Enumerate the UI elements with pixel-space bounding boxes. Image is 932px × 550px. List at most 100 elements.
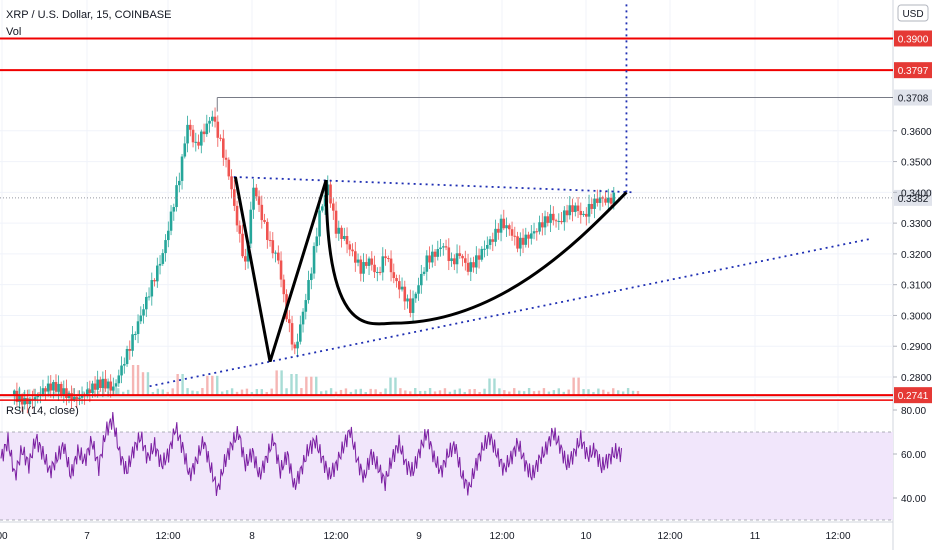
candle-body [378, 271, 382, 273]
candle-body [524, 234, 528, 245]
rsi-title: RSI (14, close) [6, 405, 79, 417]
candle-body [312, 246, 316, 274]
candle-body [321, 206, 324, 211]
volume-bar [527, 388, 531, 395]
candle-body [65, 388, 68, 399]
candle-body [288, 319, 291, 324]
volume-bar [82, 391, 85, 395]
candle-body [431, 251, 434, 263]
candle-body [216, 121, 220, 138]
candle-body [106, 381, 110, 389]
volume-bar [52, 391, 56, 395]
volume-bar [171, 388, 174, 395]
candle-body [59, 383, 63, 395]
candle-body [120, 365, 123, 376]
candle-body [565, 210, 569, 216]
volume-bar [97, 390, 100, 395]
candle-body [200, 131, 203, 146]
candle-body [351, 249, 354, 252]
candle-body [497, 228, 500, 233]
volume-bar [334, 391, 338, 395]
level-badge [894, 30, 932, 47]
volume-bar [310, 376, 313, 395]
volume-bar [532, 391, 536, 395]
volume-bar [369, 388, 372, 395]
level-badge [894, 89, 932, 106]
level-label: 0.3382 [898, 194, 929, 205]
candle-body [277, 252, 280, 261]
candle-body [296, 341, 299, 349]
candle-body [464, 258, 467, 263]
candle-body [268, 239, 272, 241]
candle-body [301, 311, 305, 325]
volume-bar [518, 390, 521, 395]
candle-body [549, 213, 552, 223]
currency-badge[interactable]: USD [897, 4, 929, 22]
volume-bar [329, 388, 333, 395]
candle-body [370, 258, 374, 265]
candle-body [461, 255, 464, 259]
symbol-title: XRP / U.S. Dollar, 15, COINBASE [6, 9, 171, 21]
candle-body [13, 390, 16, 396]
candle-body [486, 244, 489, 249]
volume-bar [126, 389, 130, 395]
support-trendline [149, 237, 873, 388]
price-candles [13, 107, 616, 414]
candle-body [290, 323, 294, 345]
candle-body [54, 382, 58, 392]
candle-body [557, 220, 561, 222]
volume-bar [344, 388, 348, 395]
candle-body [384, 256, 387, 259]
candle-body [315, 236, 319, 247]
candle-body [444, 246, 448, 248]
time-tick-label: 11 [750, 531, 761, 542]
candle-body [596, 198, 599, 203]
volume-bar [621, 391, 625, 395]
candle-body [304, 300, 308, 312]
volume-bar [122, 391, 125, 395]
candle-body [480, 248, 484, 260]
candle-body [411, 298, 415, 313]
candle-body [356, 259, 360, 263]
level-label: 0.3708 [898, 94, 929, 105]
candle-body [244, 256, 247, 262]
volume-bar [37, 391, 41, 395]
candle-body [75, 396, 79, 400]
candle-body [70, 393, 73, 400]
level-label: 0.3797 [898, 66, 929, 77]
volume-bar [617, 390, 620, 395]
volume-bar [23, 391, 26, 395]
candle-body [543, 216, 547, 228]
candle-body [169, 211, 173, 231]
candle-body [293, 344, 297, 349]
volume-bar [384, 388, 387, 395]
volume-bar [409, 391, 412, 395]
volume-bar [270, 388, 273, 395]
volume-bar [508, 391, 511, 395]
volume-bar [300, 388, 303, 395]
candle-body [249, 209, 253, 244]
candle-body [612, 192, 616, 204]
candle-body [535, 231, 539, 233]
candle-body [469, 262, 473, 272]
volume-bar [582, 389, 585, 395]
candle-body [224, 157, 228, 160]
candle-body [175, 185, 178, 208]
volume-bar [443, 388, 447, 395]
time-tick-label: 12:00 [323, 531, 348, 542]
volume-bar [102, 388, 105, 395]
time-tick-label: 9 [416, 531, 422, 542]
candle-body [91, 383, 94, 393]
candle-body [532, 231, 536, 234]
candle-body [145, 296, 148, 310]
candle-body [213, 116, 217, 122]
volume-bar [156, 388, 160, 395]
candle-body [96, 379, 99, 390]
candle-body [88, 389, 92, 393]
candle-body [560, 220, 563, 223]
volume-bar [141, 372, 145, 395]
candle-body [26, 398, 29, 405]
candle-body [222, 138, 225, 158]
w-pattern-lines [233, 176, 328, 363]
